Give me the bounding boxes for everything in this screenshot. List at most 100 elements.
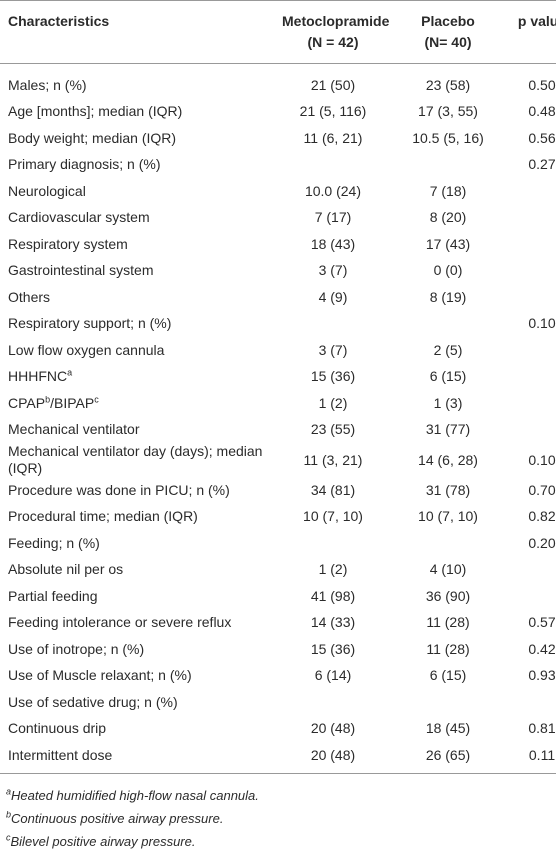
cell-text: 20 (48) — [310, 746, 356, 763]
cell-text: 11 (3, 21) — [303, 451, 363, 468]
cell-text: 10 (7, 10) — [303, 508, 363, 525]
value-cell: 0.11 — [504, 742, 556, 773]
value-cell: 10 (7, 10) — [274, 504, 388, 531]
cell-text: 23 (58) — [425, 76, 471, 93]
cell-text: 18 (43) — [310, 235, 356, 252]
cell-text: 17 (3, 55) — [418, 103, 478, 120]
label-cell: Primary diagnosis; n (%) — [0, 152, 274, 179]
value-cell — [388, 530, 504, 557]
value-cell: 0.56 — [504, 125, 556, 152]
value-cell — [504, 557, 556, 584]
header-text: p value — [517, 13, 556, 29]
value-cell: 18 (43) — [274, 231, 388, 258]
label-cell: Intermittent dose — [0, 742, 274, 773]
cell-text: 31 (77) — [425, 421, 471, 438]
table-row: Use of sedative drug; n (%) — [0, 689, 556, 716]
cell-text: 6 (15) — [429, 667, 467, 684]
label-cell: Use of sedative drug; n (%) — [0, 689, 274, 716]
value-cell — [274, 152, 388, 179]
cell-text: 18 (45) — [425, 720, 471, 737]
cell-text: 0.50 — [528, 76, 556, 93]
table-row: Use of inotrope; n (%) 15 (36) 11 (28) 0.42 — [0, 636, 556, 663]
cell-text: 20 (48) — [310, 720, 356, 737]
value-cell: 0.81 — [504, 716, 556, 743]
table-row: Use of Muscle relaxant; n (%) 6 (14) 6 (15… — [0, 663, 556, 690]
label-cell: Partial feeding — [0, 583, 274, 610]
header-text: Metoclopramide — [282, 13, 390, 29]
table-row: Body weight; median (IQR) 11 (6, 21) 10.5 … — [0, 125, 556, 152]
cell-text: 0 (0) — [433, 262, 463, 279]
cell-text: 0.70 — [528, 481, 556, 498]
value-cell: 21 (50) — [274, 64, 388, 99]
table-row: Mechanical ventilator day (days); median… — [0, 443, 556, 477]
row-label: Partial feeding — [8, 587, 98, 604]
cell-text: 1 (2) — [318, 394, 348, 411]
footnote: aHeated humidified high-flow nasal cannu… — [6, 784, 556, 807]
value-cell: 4 (9) — [274, 284, 388, 311]
label-cell: Use of inotrope; n (%) — [0, 636, 274, 663]
table-row: Gastrointestinal system 3 (7) 0 (0) — [0, 258, 556, 285]
table-row: Age [months]; median (IQR) 21 (5, 116) 17 … — [0, 99, 556, 126]
value-cell: 0.27 — [504, 152, 556, 179]
label-cell: Feeding intolerance or severe reflux — [0, 610, 274, 637]
value-cell: 1 (2) — [274, 557, 388, 584]
cell-text: 2 (5) — [433, 341, 463, 358]
label-cell: Males; n (%) — [0, 64, 274, 99]
table-row: Procedure was done in PICU; n (%) 34 (81)… — [0, 477, 556, 504]
cell-text: 3 (7) — [318, 341, 348, 358]
row-label: CPAP — [8, 394, 46, 411]
value-cell: 20 (48) — [274, 742, 388, 773]
table-row: HHHFNCa 15 (36) 6 (15) — [0, 364, 556, 391]
cell-text: 4 (10) — [429, 561, 467, 578]
value-cell: 18 (45) — [388, 716, 504, 743]
value-cell — [504, 284, 556, 311]
value-cell: 0.10 — [504, 311, 556, 338]
cell-text: 0.20 — [528, 534, 556, 551]
label-cell: Others — [0, 284, 274, 311]
cell-text: 0.57 — [528, 614, 556, 631]
cell-text: 0.42 — [528, 640, 556, 657]
table-row: Neurological 10.0 (24) 7 (18) — [0, 178, 556, 205]
cell-text: 21 (50) — [310, 76, 356, 93]
value-cell: 4 (10) — [388, 557, 504, 584]
label-cell: Mechanical ventilator — [0, 417, 274, 444]
label-cell: Respiratory support; n (%) — [0, 311, 274, 338]
header-row: Characteristics Metoclopramide (N = 42) P… — [0, 0, 556, 64]
value-cell: 0 (0) — [388, 258, 504, 285]
cell-text: 0.82 — [528, 508, 556, 525]
row-label: Cardiovascular system — [8, 209, 150, 226]
label-cell: Low flow oxygen cannula — [0, 337, 274, 364]
value-cell: 17 (43) — [388, 231, 504, 258]
data-table: Characteristics Metoclopramide (N = 42) P… — [0, 0, 556, 774]
table-row: Procedural time; median (IQR) 10 (7, 10) 1… — [0, 504, 556, 531]
row-label: Neurological — [8, 182, 86, 199]
cell-text: 11 (6, 21) — [303, 129, 363, 146]
cell-text: 17 (43) — [425, 235, 471, 252]
value-cell: 1 (2) — [274, 390, 388, 417]
row-label: Respiratory system — [8, 235, 128, 252]
table-row: Feeding intolerance or severe reflux 14 (… — [0, 610, 556, 637]
row-label: Feeding intolerance or severe reflux — [8, 614, 232, 631]
superscript: b — [45, 394, 51, 405]
cell-text: 15 (36) — [310, 368, 356, 385]
cell-text: 10 (7, 10) — [418, 508, 478, 525]
cell-text: 41 (98) — [310, 587, 356, 604]
cell-text: 15 (36) — [310, 640, 356, 657]
row-label: Age [months]; median (IQR) — [8, 103, 183, 120]
cell-text: 10.0 (24) — [304, 182, 362, 199]
value-cell — [504, 364, 556, 391]
value-cell: 10 (7, 10) — [388, 504, 504, 531]
value-cell — [504, 583, 556, 610]
header-cell: Characteristics — [0, 0, 274, 64]
value-cell: 14 (33) — [274, 610, 388, 637]
footnote: cBilevel positive airway pressure. — [6, 830, 556, 853]
footnote-mark: b — [6, 809, 12, 820]
cell-text: 8 (20) — [429, 209, 467, 226]
superscript: a — [67, 367, 73, 378]
label-cell: Continuous drip — [0, 716, 274, 743]
footnote-text: Heated humidified high-flow nasal cannul… — [11, 787, 259, 803]
row-label: Use of Muscle relaxant; n (%) — [8, 667, 192, 684]
cell-text: 6 (14) — [314, 667, 352, 684]
cell-text: 4 (9) — [318, 288, 348, 305]
cell-text: 10.5 (5, 16) — [412, 129, 484, 146]
